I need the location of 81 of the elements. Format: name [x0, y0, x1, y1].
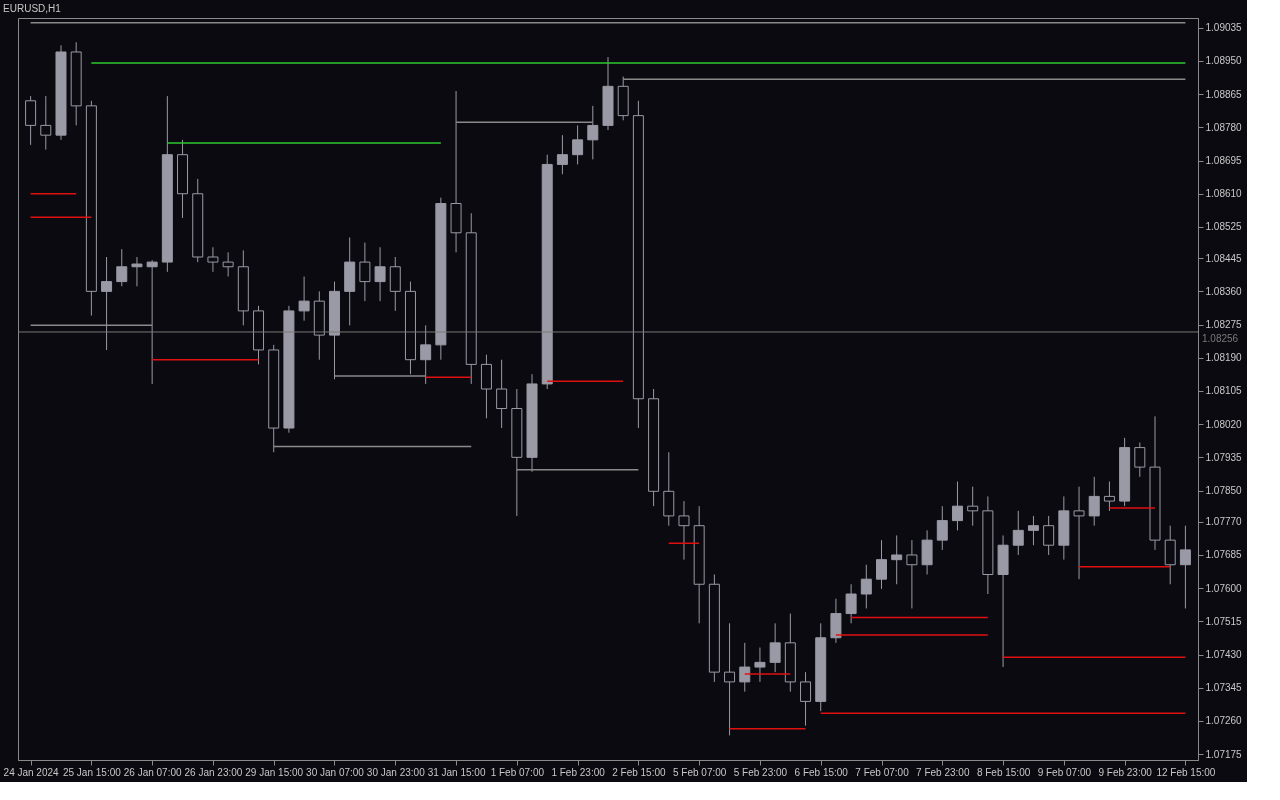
y-tick-label: 1.08105	[1205, 385, 1243, 397]
candlestick	[298, 276, 310, 322]
candlestick	[860, 564, 872, 609]
candlestick	[951, 481, 963, 531]
x-tick-label: 30 Jan 23:00	[366, 766, 426, 778]
chart-title: EURUSD,H1	[3, 3, 62, 14]
candlestick	[1012, 510, 1024, 556]
y-tick-label: 1.09035	[1205, 22, 1243, 34]
x-tick-label: 8 Feb 15:00	[976, 766, 1031, 778]
y-tick-label: 1.08275	[1205, 319, 1243, 331]
x-tick-label: 5 Feb 07:00	[672, 766, 727, 778]
x-tick-label: 26 Jan 23:00	[184, 766, 243, 778]
candlestick	[587, 105, 599, 160]
x-tick-label: 9 Feb 07:00	[1037, 766, 1092, 778]
x-tick-label: 2 Feb 15:00	[612, 766, 667, 778]
ref-line-label: 1.08256	[1202, 332, 1239, 344]
x-tick-label: 30 Jan 07:00	[306, 766, 365, 778]
candlestick	[146, 259, 158, 385]
candlestick	[40, 95, 52, 151]
y-tick-label: 1.08865	[1205, 88, 1243, 100]
x-tick-label: 26 Jan 07:00	[123, 766, 183, 778]
candlestick	[876, 539, 888, 590]
candlestick	[1027, 515, 1039, 546]
y-tick-label: 1.07175	[1205, 748, 1243, 760]
candlestick	[420, 324, 432, 385]
x-tick-label: 24 Jan 2024	[3, 766, 60, 778]
candlestick	[1134, 442, 1146, 478]
candlestick	[359, 242, 371, 302]
candlestick	[374, 246, 386, 302]
candlestick	[800, 671, 812, 727]
candlestick	[1073, 486, 1085, 580]
candlestick	[678, 500, 690, 561]
candlestick	[1179, 525, 1191, 609]
candlestick	[101, 256, 113, 351]
candlestick	[1043, 515, 1055, 556]
y-tick-label: 1.07935	[1205, 451, 1243, 463]
candlestick	[754, 647, 766, 683]
y-tick-label: 1.07260	[1205, 715, 1243, 727]
y-tick-label: 1.08190	[1205, 352, 1243, 364]
x-tick-label: 7 Feb 07:00	[855, 766, 910, 778]
y-tick-label: 1.07515	[1205, 615, 1243, 627]
candlestick	[556, 134, 568, 175]
x-tick-label: 31 Jan 15:00	[427, 766, 486, 778]
y-tick-label: 1.07685	[1205, 549, 1243, 561]
x-tick-label: 7 Feb 23:00	[916, 766, 970, 778]
candlestick	[724, 622, 736, 736]
y-tick-label: 1.07600	[1205, 582, 1243, 594]
x-tick-label: 5 Feb 23:00	[733, 766, 788, 778]
candlestick	[1103, 481, 1115, 512]
y-tick-label: 1.08695	[1205, 155, 1243, 167]
candlestick	[207, 246, 219, 273]
y-tick-label: 1.08950	[1205, 55, 1243, 67]
candlestick	[222, 251, 234, 278]
y-tick-label: 1.08610	[1205, 188, 1243, 200]
y-tick-label: 1.08360	[1205, 285, 1243, 297]
y-tick-label: 1.08780	[1205, 121, 1243, 133]
y-tick-label: 1.07770	[1205, 516, 1243, 528]
candlestick	[1088, 476, 1100, 527]
y-tick-label: 1.07850	[1205, 485, 1243, 497]
y-tick-label: 1.08445	[1205, 252, 1243, 264]
x-tick-label: 25 Jan 15:00	[62, 766, 122, 778]
y-tick-label: 1.08525	[1205, 221, 1243, 233]
x-tick-label: 29 Jan 15:00	[245, 766, 304, 778]
candlestick	[116, 248, 128, 287]
x-tick-label: 1 Feb 23:00	[551, 766, 606, 778]
candlestick	[739, 642, 751, 693]
candlestick	[572, 124, 584, 165]
y-tick-label: 1.07430	[1205, 649, 1243, 661]
x-tick-label: 6 Feb 15:00	[794, 766, 849, 778]
candlestick	[845, 583, 857, 624]
candlestick	[496, 359, 508, 429]
x-tick-label: 9 Feb 23:00	[1098, 766, 1153, 778]
candlestick	[891, 534, 903, 585]
y-tick-label: 1.08020	[1205, 418, 1243, 430]
y-tick-label: 1.07345	[1205, 682, 1243, 694]
candlestick	[769, 622, 781, 673]
candlestick	[936, 505, 948, 551]
candlestick	[906, 539, 918, 609]
x-tick-label: 12 Feb 15:00	[1156, 766, 1216, 778]
x-tick-label: 1 Feb 07:00	[490, 766, 545, 778]
candlestick	[131, 256, 143, 287]
